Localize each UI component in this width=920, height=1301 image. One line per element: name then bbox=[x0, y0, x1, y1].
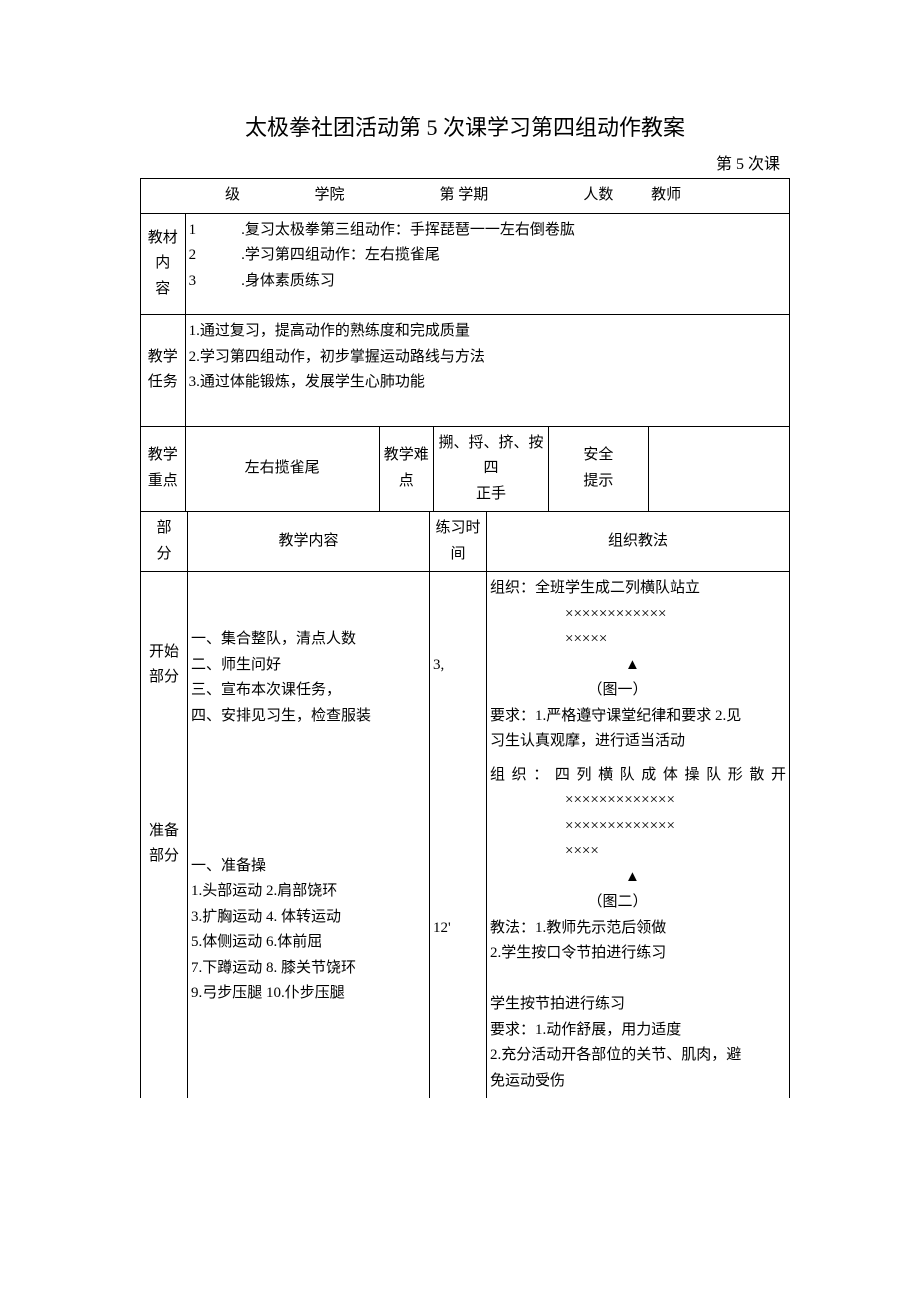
tasks-label: 教学 任务 bbox=[141, 315, 186, 427]
prep-content: 一、准备操 1.头部运动 2.肩部饶环 3.扩胸运动 4. 体转运动 5.体侧运… bbox=[188, 759, 430, 1099]
prep-method-rest: ××××××××××××× ××××××××××××× ×××× ▲ （图二） … bbox=[490, 788, 786, 1094]
hdr-college: 学院 bbox=[280, 179, 379, 214]
start-content: 一、集合整队，清点人数 二、师生问好 三、宣布本次课任务， 四、安排见习生，检查… bbox=[188, 572, 430, 759]
prep-method: 组 织 ： 四 列 横 队 成 体 操 队 形 散 开 ××××××××××××… bbox=[487, 759, 790, 1099]
start-row: 开始 部分 一、集合整队，清点人数 二、师生问好 三、宣布本次课任务， 四、安排… bbox=[141, 572, 790, 759]
materials-row: 教材 内 容 1 .复习太极拳第三组动作：手挥琵琶一一左右倒卷肱 2 .学习第四… bbox=[141, 213, 790, 315]
lesson-number: 第 5 次课 bbox=[140, 150, 790, 174]
page-title: 太极拳社团活动第 5 次课学习第四组动作教案 bbox=[140, 110, 790, 142]
hdr-grade: 级 bbox=[185, 179, 280, 214]
start-time: 3, bbox=[430, 572, 487, 759]
hdr-count: 人数 bbox=[549, 179, 648, 214]
col-time: 练习时 间 bbox=[430, 512, 487, 572]
start-label: 开始 部分 bbox=[141, 572, 188, 759]
hdr-semester: 第 学期 bbox=[379, 179, 549, 214]
start-method: 组织：全班学生成二列横队站立 ×××××××××××× ××××× ▲ （图一）… bbox=[487, 572, 790, 759]
hdr-teacher: 教师 bbox=[648, 179, 789, 214]
safe-value bbox=[648, 426, 789, 512]
diff-label: 教学难 点 bbox=[379, 426, 433, 512]
col-part: 部 分 bbox=[141, 512, 188, 572]
materials-label: 教材 内 容 bbox=[141, 213, 186, 315]
col-content: 教学内容 bbox=[188, 512, 430, 572]
prep-label: 准备 部分 bbox=[141, 759, 188, 1099]
focus-label: 教学 重点 bbox=[141, 426, 186, 512]
col-method: 组织教法 bbox=[487, 512, 790, 572]
diff-value: 搠、捋、挤、按四 正手 bbox=[433, 426, 548, 512]
focus-value: 左右揽雀尾 bbox=[185, 426, 379, 512]
keypoints-row: 教学 重点 左右揽雀尾 教学难 点 搠、捋、挤、按四 正手 安全 提示 bbox=[141, 426, 790, 512]
prep-method-top: 组 织 ： 四 列 横 队 成 体 操 队 形 散 开 bbox=[490, 763, 786, 789]
sections-table: 部 分 教学内容 练习时 间 组织教法 开始 部分 一、集合整队，清点人数 二、… bbox=[140, 512, 790, 1098]
lesson-plan-table: 级 学院 第 学期 人数 教师 教材 内 容 1 .复习太极拳第三组动作：手挥琵… bbox=[140, 178, 790, 512]
hdr-blank1 bbox=[141, 179, 186, 214]
safe-label: 安全 提示 bbox=[549, 426, 648, 512]
tasks-row: 教学 任务 1.通过复习，提高动作的熟练度和完成质量 2.学习第四组动作，初步掌… bbox=[141, 315, 790, 427]
header-row: 级 学院 第 学期 人数 教师 bbox=[141, 179, 790, 214]
materials-content: 1 .复习太极拳第三组动作：手挥琵琶一一左右倒卷肱 2 .学习第四组动作：左右揽… bbox=[185, 213, 789, 315]
prep-row: 准备 部分 一、准备操 1.头部运动 2.肩部饶环 3.扩胸运动 4. 体转运动… bbox=[141, 759, 790, 1099]
prep-time: 12' bbox=[430, 759, 487, 1099]
tasks-content: 1.通过复习，提高动作的熟练度和完成质量 2.学习第四组动作，初步掌握运动路线与… bbox=[185, 315, 789, 427]
sections-header: 部 分 教学内容 练习时 间 组织教法 bbox=[141, 512, 790, 572]
